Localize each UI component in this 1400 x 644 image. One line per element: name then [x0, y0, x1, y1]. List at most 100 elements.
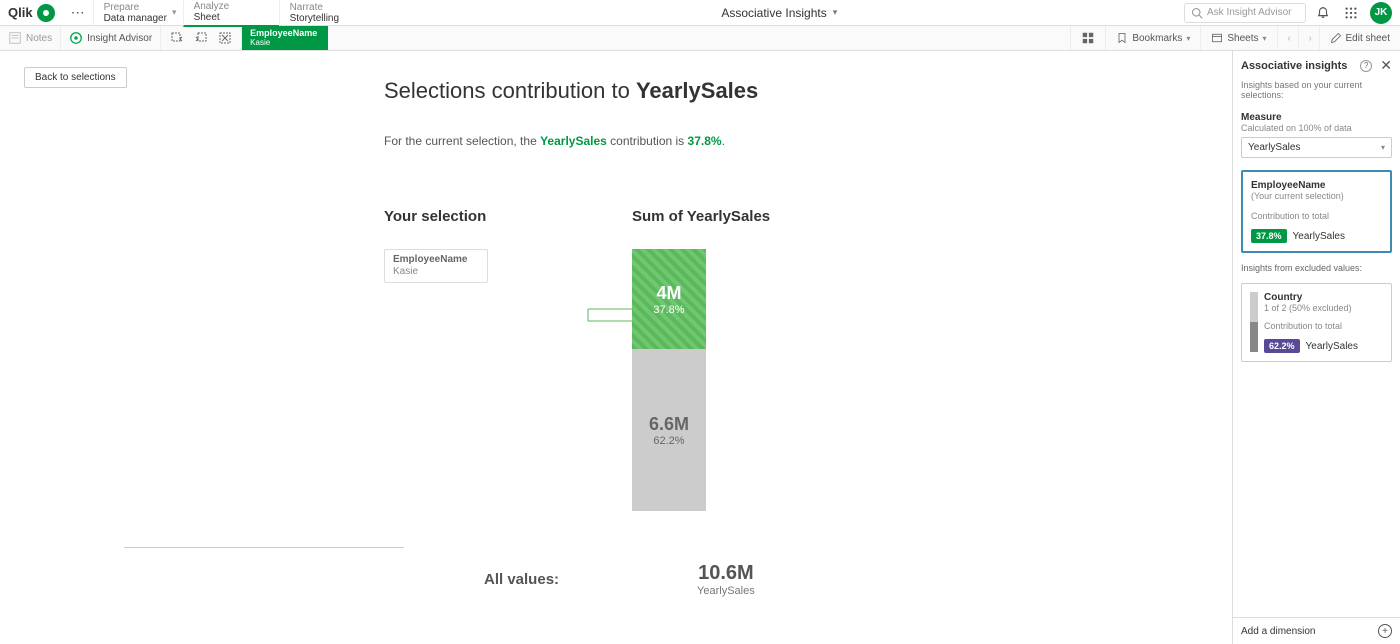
bar-segment-selection: 4M 37.8% — [632, 249, 706, 349]
card-sub: (Your current selection) — [1251, 191, 1382, 201]
insight-advisor-label: Insight Advisor — [87, 33, 152, 44]
app-title[interactable]: Associative Insights ▾ — [375, 6, 1184, 20]
nav-narrate[interactable]: Narrate Storytelling — [279, 0, 375, 26]
measure-sublabel: Calculated on 100% of data — [1241, 123, 1392, 133]
back-label: Back to selections — [35, 72, 116, 83]
notes-label: Notes — [26, 33, 52, 44]
toolbar: Notes Insight Advisor EmployeeName Kasie… — [0, 26, 1400, 51]
panel-note: Insights based on your current selection… — [1233, 80, 1400, 106]
prev-sheet-button[interactable]: ‹ — [1277, 26, 1298, 50]
notes-icon — [8, 31, 22, 45]
add-dimension-button[interactable]: Add a dimension + — [1233, 617, 1400, 644]
next-sheet-button[interactable]: › — [1298, 26, 1319, 50]
excluded-header: Insights from excluded values: — [1233, 259, 1400, 277]
total-value-block: 10.6M YearlySales — [697, 562, 755, 597]
card-row: 37.8% YearlySales — [1251, 229, 1382, 243]
edit-sheet-button[interactable]: Edit sheet — [1319, 26, 1400, 50]
selected-insight-card[interactable]: EmployeeName (Your current selection) Co… — [1241, 170, 1392, 253]
connector-line — [588, 309, 633, 324]
pct-badge: 37.8% — [1251, 229, 1287, 243]
logo[interactable]: Qlik — [0, 4, 63, 22]
nav-prepare[interactable]: Prepare Data manager ▾ — [93, 0, 183, 26]
bar-segment-rest: 6.6M 62.2% — [632, 349, 706, 511]
top-right-actions: JK — [1314, 2, 1400, 24]
panel-header: Associative insights ? ✕ — [1233, 51, 1400, 80]
avatar-initials: JK — [1375, 7, 1388, 18]
sel-value: Kasie — [393, 266, 479, 278]
card-contrib: Contribution to total — [1251, 211, 1382, 221]
avatar[interactable]: JK — [1370, 2, 1392, 24]
panel-title: Associative insights — [1241, 60, 1347, 72]
insights-panel: Associative insights ? ✕ Insights based … — [1232, 51, 1400, 644]
card-title: Country — [1264, 292, 1383, 303]
page-title: Selections contribution to YearlySales — [384, 78, 1208, 104]
page-title-bold: YearlySales — [636, 78, 758, 103]
step-forward-icon[interactable] — [193, 30, 209, 46]
sum-header: Sum of YearlySales — [632, 208, 832, 225]
selection-box[interactable]: EmployeeName Kasie — [384, 249, 488, 283]
edit-label: Edit sheet — [1346, 33, 1390, 44]
card-body: Country 1 of 2 (50% excluded) Contributi… — [1264, 292, 1383, 353]
sub-suffix: . — [722, 134, 725, 148]
all-values-label: All values: — [484, 571, 559, 588]
card-metric: YearlySales — [1293, 231, 1345, 242]
chart-area: Your selection EmployeeName Kasie Sum of… — [384, 208, 1208, 511]
page-title-prefix: Selections contribution to — [384, 78, 636, 103]
app-launcher-icon[interactable] — [1342, 4, 1360, 22]
divider — [124, 547, 404, 548]
measure-label: Measure — [1241, 112, 1392, 123]
measure-select[interactable]: YearlySales ▾ — [1241, 137, 1392, 158]
your-selection-header: Your selection — [384, 208, 584, 225]
bookmarks-button[interactable]: Bookmarks ▾ — [1105, 26, 1200, 50]
card-row: 62.2% YearlySales — [1264, 339, 1383, 353]
mini-bar — [1250, 292, 1258, 352]
close-icon[interactable]: ✕ — [1380, 57, 1392, 74]
search-placeholder: Ask Insight Advisor — [1207, 7, 1291, 18]
card-sub: 1 of 2 (50% excluded) — [1264, 303, 1383, 313]
sub-prefix: For the current selection, the — [384, 134, 540, 148]
more-menu-button[interactable]: ⋯ — [63, 4, 93, 21]
insight-advisor-button[interactable]: Insight Advisor — [61, 26, 161, 50]
selections-tool-icon[interactable] — [1070, 26, 1105, 50]
sheets-label: Sheets — [1227, 33, 1258, 44]
back-button[interactable]: Back to selections — [24, 67, 127, 88]
toolbar-left: Notes Insight Advisor EmployeeName Kasie — [0, 26, 328, 50]
notes-button[interactable]: Notes — [0, 26, 61, 50]
card-contrib: Contribution to total — [1264, 321, 1383, 331]
total-label: YearlySales — [697, 585, 755, 597]
step-back-icon[interactable] — [169, 30, 185, 46]
mini-bar-bottom — [1250, 322, 1258, 352]
card-title: EmployeeName — [1251, 180, 1382, 191]
app-title-text: Associative Insights — [721, 6, 826, 20]
clear-selection-icon[interactable] — [217, 30, 233, 46]
toolbar-right: Bookmarks ▾ Sheets ▾ ‹ › Edit sheet — [1070, 26, 1400, 50]
insight-advisor-icon — [69, 31, 83, 45]
selection-tools — [161, 26, 242, 50]
top-bar: Qlik ⋯ Prepare Data manager ▾ Analyze Sh… — [0, 0, 1400, 26]
nav-narrate-sub: Storytelling — [290, 13, 365, 24]
sub-pct: 37.8% — [688, 134, 722, 148]
selection-chip[interactable]: EmployeeName Kasie — [242, 26, 328, 50]
bell-icon[interactable] — [1314, 4, 1332, 22]
card-metric: YearlySales — [1306, 341, 1358, 352]
mini-bar-top — [1250, 292, 1258, 322]
add-dimension-label: Add a dimension — [1241, 626, 1316, 637]
nav-analyze[interactable]: Analyze Sheet — [183, 0, 279, 27]
panel-header-icons: ? ✕ — [1360, 57, 1392, 74]
total-value: 10.6M — [697, 562, 755, 585]
help-icon[interactable]: ? — [1360, 60, 1372, 72]
bookmarks-label: Bookmarks — [1132, 33, 1182, 44]
logo-icon — [37, 4, 55, 22]
body: Back to selections Selections contributi… — [0, 51, 1400, 644]
chip-value: Kasie — [250, 39, 320, 48]
totals-row: All values: 10.6M YearlySales — [384, 562, 1208, 597]
sheets-button[interactable]: Sheets ▾ — [1200, 26, 1276, 50]
excluded-insight-card[interactable]: Country 1 of 2 (50% excluded) Contributi… — [1241, 283, 1392, 362]
chevron-down-icon: ▾ — [1263, 34, 1267, 43]
bar-bottom-value: 6.6M — [649, 414, 689, 435]
sum-column: Sum of YearlySales 4M 37.8% 6.6M 62.2% — [632, 208, 832, 511]
bar-top-value: 4M — [656, 283, 681, 304]
search-input[interactable]: Ask Insight Advisor — [1184, 3, 1306, 23]
chevron-down-icon: ▾ — [1381, 143, 1385, 152]
measure-section: Measure Calculated on 100% of data Yearl… — [1233, 106, 1400, 164]
